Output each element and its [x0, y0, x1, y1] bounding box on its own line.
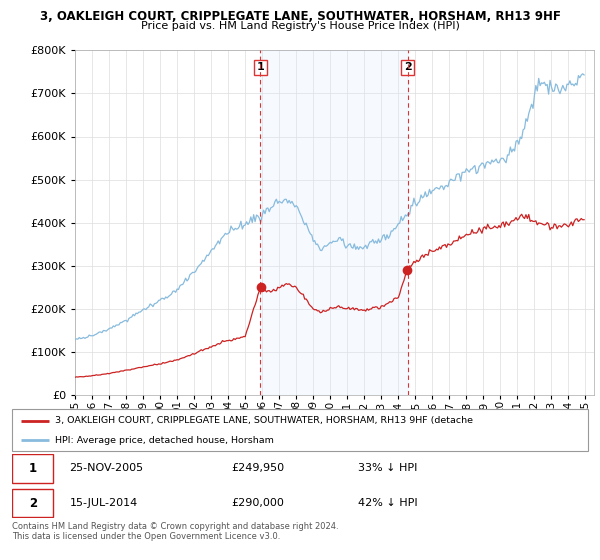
- Text: 33% ↓ HPI: 33% ↓ HPI: [358, 464, 417, 473]
- Text: 3, OAKLEIGH COURT, CRIPPLEGATE LANE, SOUTHWATER, HORSHAM, RH13 9HF: 3, OAKLEIGH COURT, CRIPPLEGATE LANE, SOU…: [40, 10, 560, 23]
- FancyBboxPatch shape: [12, 454, 53, 483]
- Text: £249,950: £249,950: [231, 464, 284, 473]
- Text: 42% ↓ HPI: 42% ↓ HPI: [358, 498, 417, 508]
- FancyBboxPatch shape: [12, 489, 53, 517]
- Text: 1: 1: [29, 462, 37, 475]
- Text: HPI: Average price, detached house, Horsham: HPI: Average price, detached house, Hors…: [55, 436, 274, 445]
- Text: 2: 2: [29, 497, 37, 510]
- Text: 25-NOV-2005: 25-NOV-2005: [70, 464, 144, 473]
- Text: 2: 2: [404, 63, 412, 72]
- Bar: [260, 50, 407, 395]
- Text: Contains HM Land Registry data © Crown copyright and database right 2024.
This d: Contains HM Land Registry data © Crown c…: [12, 522, 338, 542]
- FancyBboxPatch shape: [12, 409, 588, 451]
- Text: 15-JUL-2014: 15-JUL-2014: [70, 498, 138, 508]
- Text: 3, OAKLEIGH COURT, CRIPPLEGATE LANE, SOUTHWATER, HORSHAM, RH13 9HF (detache: 3, OAKLEIGH COURT, CRIPPLEGATE LANE, SOU…: [55, 416, 473, 425]
- Text: 1: 1: [257, 63, 265, 72]
- Text: Price paid vs. HM Land Registry's House Price Index (HPI): Price paid vs. HM Land Registry's House …: [140, 21, 460, 31]
- Text: £290,000: £290,000: [231, 498, 284, 508]
